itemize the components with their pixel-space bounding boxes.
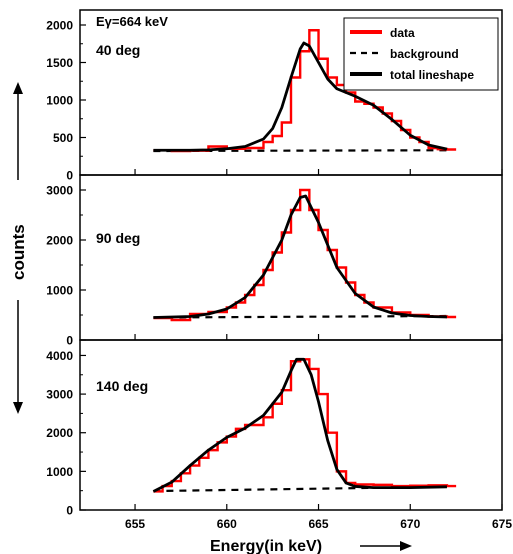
ytick-label-p1-3: 1500 (46, 56, 73, 70)
data-histogram-p3 (153, 358, 457, 493)
xtick-label-1: 660 (217, 517, 237, 531)
background-line-p3 (153, 485, 447, 493)
ytick-label-p3-3: 3000 (46, 388, 73, 402)
xtick-label-2: 665 (309, 517, 329, 531)
panel-label-p2: 90 deg (96, 230, 140, 246)
total-lineshape-p3 (152, 357, 447, 493)
total-lineshape-p1 (153, 41, 448, 152)
panel-frame-3 (79, 339, 503, 511)
background-line-p1 (153, 149, 447, 153)
shared-ylabel: counts (9, 224, 28, 280)
shared-ylabel-group: counts (9, 82, 28, 414)
panel-label-p3: 140 deg (96, 378, 148, 394)
ytick-label-p1-1: 500 (53, 131, 73, 145)
shared-xlabel-group: Energy(in keV) (210, 538, 412, 554)
xtick-label-3: 670 (400, 517, 420, 531)
ylabel-arrow-up-head (13, 82, 23, 94)
gamma-energy-label: Eγ=664 keV (96, 14, 168, 29)
ytick-label-p2-3: 3000 (46, 184, 73, 198)
ytick-label-p2-2: 2000 (46, 234, 73, 248)
ytick-label-p3-0: 0 (66, 504, 73, 518)
ytick-label-p3-1: 1000 (46, 465, 73, 479)
ytick-label-p1-4: 2000 (46, 19, 73, 33)
ytick-label-p3-2: 2000 (46, 426, 73, 440)
ytick-label-p1-2: 1000 (46, 94, 73, 108)
legend-label-background: background (390, 47, 459, 61)
legend-label-total: total lineshape (390, 68, 474, 82)
ytick-label-p3-4: 4000 (46, 349, 73, 363)
ytick-label-p1-0: 0 (66, 169, 73, 183)
legend: data background total lineshape (343, 17, 499, 91)
xlabel-arrow-head (400, 541, 412, 551)
ytick-label-p2-1: 1000 (46, 284, 73, 298)
ylabel-arrow-down-head (13, 402, 23, 414)
data-histogram-p2 (153, 188, 457, 322)
total-lineshape-p2 (153, 194, 447, 319)
xtick-label-0: 655 (125, 517, 145, 531)
ytick-label-p2-0: 0 (66, 334, 73, 348)
panel-frame-2 (79, 174, 503, 341)
legend-label-data: data (390, 26, 415, 40)
xtick-label-4: 675 (492, 517, 512, 531)
panel-label-p1: 40 deg (96, 42, 140, 58)
shared-xlabel: Energy(in keV) (210, 538, 322, 554)
background-line-p2 (153, 314, 447, 319)
